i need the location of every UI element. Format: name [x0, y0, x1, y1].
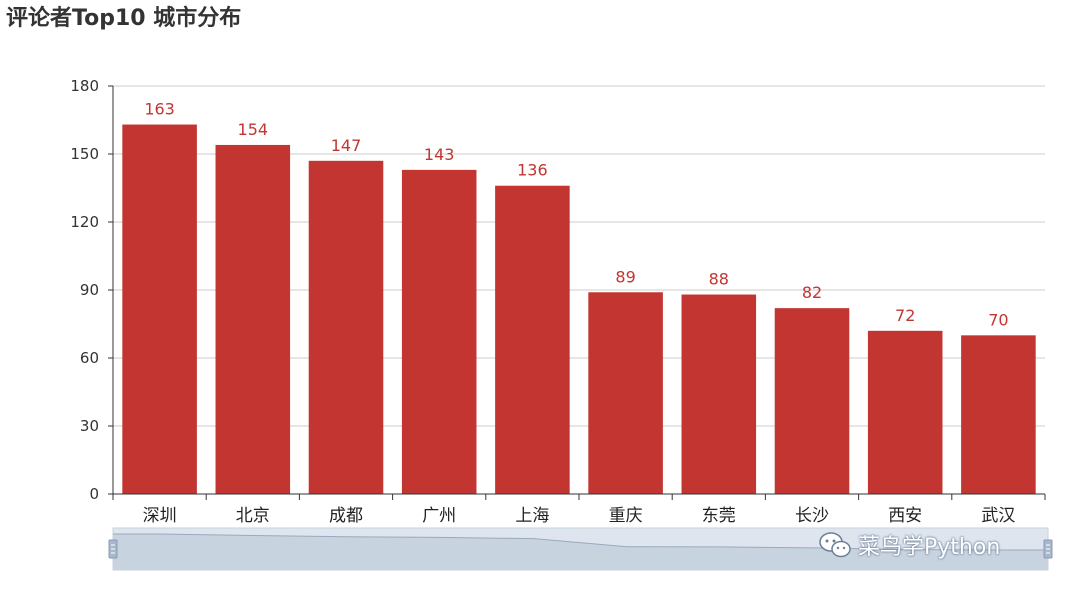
zoom-handle-right[interactable] — [1043, 539, 1053, 559]
data-label: 82 — [802, 283, 822, 302]
y-tick-label: 150 — [70, 145, 99, 163]
y-tick-label: 120 — [70, 213, 99, 231]
watermark-text: 菜鸟学Python — [858, 535, 1001, 560]
x-tick-label: 成都 — [329, 506, 363, 526]
zoom-overview-area — [113, 534, 1048, 570]
bar-8[interactable] — [774, 308, 850, 494]
bar-4[interactable] — [401, 169, 477, 494]
data-label: 72 — [895, 306, 915, 325]
data-label: 136 — [517, 161, 548, 180]
data-label: 143 — [424, 145, 455, 164]
bar-6[interactable] — [588, 292, 663, 494]
data-label: 154 — [238, 120, 269, 139]
x-tick-label: 重庆 — [609, 506, 643, 526]
bar-5[interactable] — [495, 185, 570, 494]
bar-10[interactable] — [961, 335, 1036, 494]
data-label: 88 — [709, 270, 729, 289]
data-label: 70 — [988, 310, 1008, 329]
x-tick-label: 上海 — [515, 506, 549, 526]
watermark: 菜鸟学Python — [818, 528, 1000, 562]
data-label: 147 — [331, 136, 362, 155]
x-tick-label: 北京 — [236, 506, 270, 526]
x-tick-label: 深圳 — [143, 506, 177, 526]
x-tick-label: 武汉 — [981, 506, 1015, 526]
wechat-icon — [819, 532, 851, 558]
x-tick-label: 东莞 — [702, 506, 736, 526]
chart-title: 评论者Top10 城市分布 — [6, 6, 242, 31]
zoom-overview-line — [113, 533, 1048, 551]
y-tick-label: 60 — [80, 349, 99, 367]
data-label: 163 — [144, 100, 175, 119]
bar-series[interactable] — [122, 124, 1036, 495]
y-tick-label: 90 — [80, 281, 99, 299]
x-tick-label: 广州 — [422, 506, 456, 526]
bar-1[interactable] — [122, 124, 197, 495]
bar-7[interactable] — [681, 294, 757, 494]
y-tick-label: 30 — [80, 417, 99, 435]
axes: 0 30 60 90 120 150 180 深圳 北京 成都 广州 上海 重庆 东莞 长沙 西安 武汉 — [70, 77, 1046, 526]
x-tick-label: 长沙 — [795, 506, 829, 526]
data-labels: 163 154 147 143 136 89 88 82 72 70 — [144, 100, 1008, 330]
data-label: 89 — [615, 267, 635, 286]
data-zoom-slider[interactable] — [108, 527, 1053, 571]
bar-3[interactable] — [308, 160, 384, 495]
bar-2[interactable] — [215, 144, 291, 494]
x-tick-label: 西安 — [888, 506, 922, 526]
bar-9[interactable] — [867, 330, 943, 494]
zoom-handle-left[interactable] — [108, 539, 118, 559]
y-tick-label: 180 — [70, 77, 99, 95]
y-tick-label: 0 — [89, 485, 99, 503]
